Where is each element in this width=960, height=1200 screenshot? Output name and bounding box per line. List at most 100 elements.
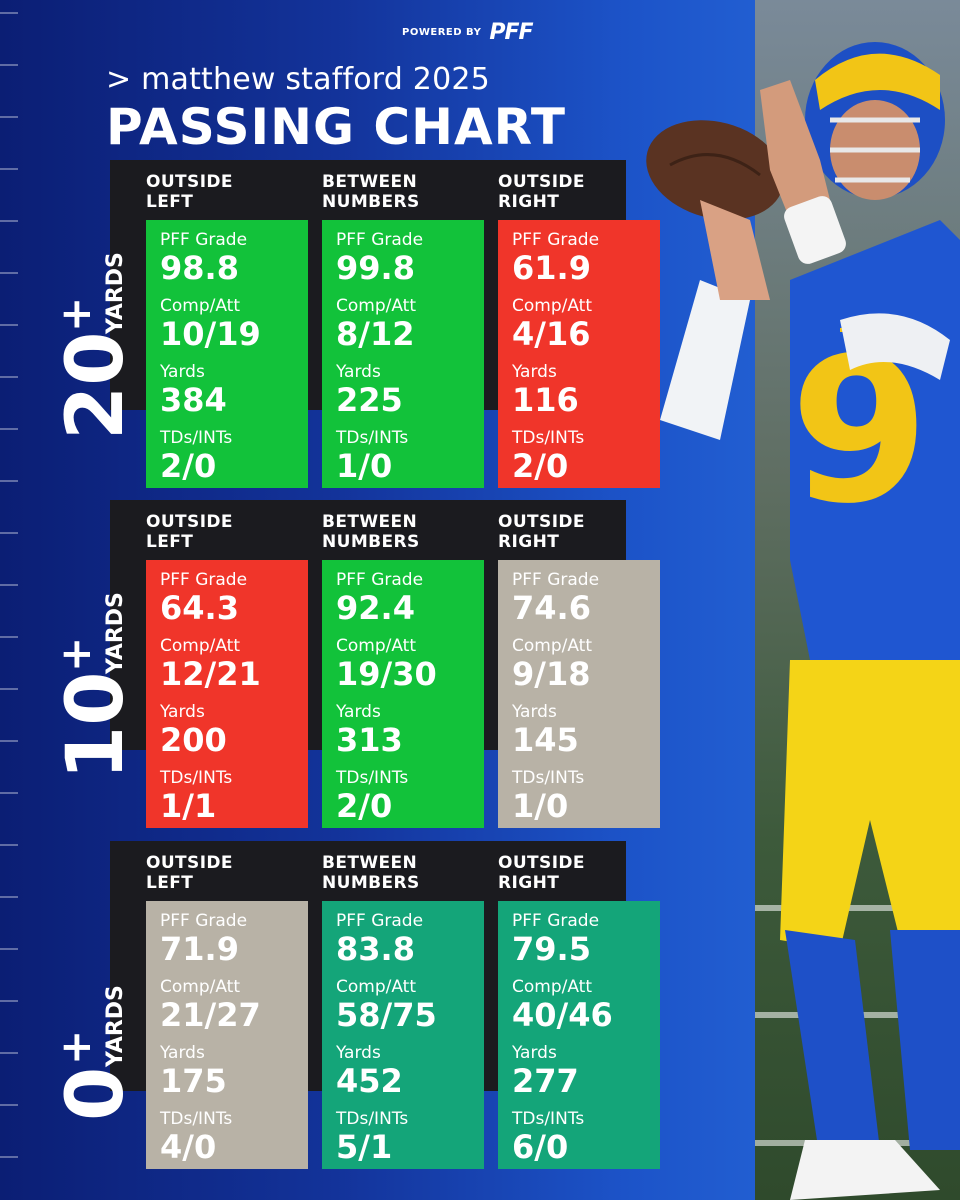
- metric-label: TDs/INTs: [336, 1109, 409, 1129]
- metric-value: 145: [512, 721, 579, 759]
- column-header: OUTSIDE RIGHT: [498, 512, 585, 552]
- metric-value: 116: [512, 381, 579, 419]
- metric-value: 21/27: [160, 996, 261, 1034]
- yard-ticks: [0, 0, 30, 1200]
- distance-number: 10: [60, 671, 130, 780]
- metric-value: 58/75: [336, 996, 437, 1034]
- metric-label: TDs/INTs: [160, 428, 233, 448]
- metric-label: Yards: [512, 362, 557, 382]
- metric-value: 19/30: [336, 655, 437, 693]
- metric-value: 9/18: [512, 655, 591, 693]
- metric-label: TDs/INTs: [160, 768, 233, 788]
- distance-label: 20+YARDS: [60, 160, 130, 490]
- metric-value: 1/0: [336, 447, 393, 485]
- metric-value: 6/0: [512, 1128, 569, 1166]
- metric-label: PFF Grade: [336, 911, 424, 931]
- metric-label: Yards: [160, 1043, 205, 1063]
- metric-value: 225: [336, 381, 403, 419]
- distance-plus: +: [60, 1030, 100, 1065]
- column-header: OUTSIDE LEFT: [146, 512, 233, 552]
- metric-value: 40/46: [512, 996, 613, 1034]
- metric-value: 74.6: [512, 589, 591, 627]
- metric-value: 4/16: [512, 315, 591, 353]
- metric-value: 175: [160, 1062, 227, 1100]
- metric-value: 277: [512, 1062, 579, 1100]
- metric-value: 2/0: [336, 787, 393, 825]
- metric-label: Comp/Att: [160, 636, 241, 656]
- stat-card: PFF Grade 64.3 Comp/Att 12/21 Yards 200 TDs/IN…: [146, 560, 308, 828]
- metric-label: Yards: [336, 1043, 381, 1063]
- metric-label: Comp/Att: [336, 296, 417, 316]
- metric-value: 452: [336, 1062, 403, 1100]
- stat-card: PFF Grade 74.6 Comp/Att 9/18 Yards 145 TDs/INT…: [498, 560, 660, 828]
- column-header: OUTSIDE RIGHT: [498, 172, 585, 212]
- metric-value: 61.9: [512, 249, 591, 287]
- distance-plus: +: [60, 637, 100, 672]
- metric-label: Yards: [512, 1043, 557, 1063]
- column-header: BETWEEN NUMBERS: [322, 512, 420, 552]
- metric-value: 200: [160, 721, 227, 759]
- metric-value: 83.8: [336, 930, 415, 968]
- metric-value: 1/0: [512, 787, 569, 825]
- metric-value: 98.8: [160, 249, 239, 287]
- metric-value: 71.9: [160, 930, 239, 968]
- metric-label: Comp/Att: [336, 977, 417, 997]
- distance-word: YARDS: [103, 985, 128, 1068]
- metric-value: 99.8: [336, 249, 415, 287]
- distance-label: 10+YARDS: [60, 500, 130, 830]
- stat-card: PFF Grade 98.8 Comp/Att 10/19 Yards 384 TDs/IN…: [146, 220, 308, 488]
- metric-label: Comp/Att: [512, 977, 593, 997]
- stat-card: PFF Grade 61.9 Comp/Att 4/16 Yards 116 TDs/INT…: [498, 220, 660, 488]
- stat-card: PFF Grade 99.8 Comp/Att 8/12 Yards 225 TDs/INT…: [322, 220, 484, 488]
- distance-word: YARDS: [103, 252, 128, 335]
- metric-label: PFF Grade: [336, 230, 424, 250]
- metric-value: 8/12: [336, 315, 415, 353]
- metric-label: Yards: [160, 362, 205, 382]
- player-subtitle: > matthew stafford 2025: [106, 62, 490, 97]
- column-header: OUTSIDE LEFT: [146, 853, 233, 893]
- metric-label: TDs/INTs: [512, 768, 585, 788]
- quarterback-illustration: 9: [646, 42, 960, 1200]
- metric-label: Yards: [336, 362, 381, 382]
- chart-title: PASSING CHART: [106, 98, 567, 156]
- metric-label: TDs/INTs: [336, 768, 409, 788]
- metric-value: 5/1: [336, 1128, 393, 1166]
- stat-card: PFF Grade 83.8 Comp/Att 58/75 Yards 452 TDs/IN…: [322, 901, 484, 1169]
- metric-label: Yards: [336, 702, 381, 722]
- metric-value: 313: [336, 721, 403, 759]
- stat-card: PFF Grade 92.4 Comp/Att 19/30 Yards 313 TDs/IN…: [322, 560, 484, 828]
- metric-label: Comp/Att: [512, 296, 593, 316]
- powered-by-pff: POWERED BY PFF: [402, 19, 534, 45]
- metric-label: PFF Grade: [512, 570, 600, 590]
- stat-card: PFF Grade 71.9 Comp/Att 21/27 Yards 175 TDs/IN…: [146, 901, 308, 1169]
- metric-value: 384: [160, 381, 227, 419]
- distance-number: 0: [60, 1067, 130, 1121]
- column-header: OUTSIDE RIGHT: [498, 853, 585, 893]
- metric-value: 12/21: [160, 655, 261, 693]
- metric-label: Comp/Att: [512, 636, 593, 656]
- metric-label: Comp/Att: [160, 977, 241, 997]
- metric-label: PFF Grade: [160, 230, 248, 250]
- metric-label: TDs/INTs: [160, 1109, 233, 1129]
- metric-label: Yards: [512, 702, 557, 722]
- pff-logo: PFF: [489, 19, 533, 45]
- distance-word: YARDS: [103, 592, 128, 675]
- column-header: OUTSIDE LEFT: [146, 172, 233, 212]
- metric-value: 4/0: [160, 1128, 217, 1166]
- metric-label: TDs/INTs: [336, 428, 409, 448]
- distance-number: 20: [60, 331, 130, 440]
- metric-label: PFF Grade: [160, 911, 248, 931]
- metric-label: Comp/Att: [336, 636, 417, 656]
- metric-value: 64.3: [160, 589, 239, 627]
- metric-label: Comp/Att: [160, 296, 241, 316]
- column-header: BETWEEN NUMBERS: [322, 853, 420, 893]
- metric-label: PFF Grade: [336, 570, 424, 590]
- metric-label: PFF Grade: [160, 570, 248, 590]
- metric-label: TDs/INTs: [512, 428, 585, 448]
- metric-value: 92.4: [336, 589, 415, 627]
- column-header: BETWEEN NUMBERS: [322, 172, 420, 212]
- metric-label: PFF Grade: [512, 230, 600, 250]
